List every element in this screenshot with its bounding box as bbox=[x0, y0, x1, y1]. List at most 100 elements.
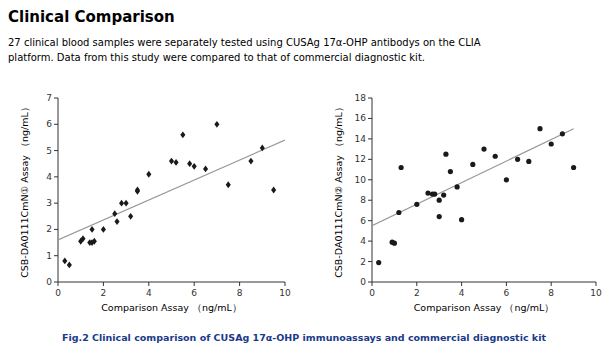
y-tick-label: 6 bbox=[46, 119, 52, 129]
point bbox=[114, 218, 119, 225]
x-tick bbox=[506, 282, 507, 286]
y-tick-label: 2 bbox=[46, 224, 52, 234]
y-tick-label: 10 bbox=[355, 175, 367, 185]
x-tick-label: 8 bbox=[237, 288, 243, 298]
y-tick bbox=[54, 282, 58, 283]
y-tick-label: 1 bbox=[46, 251, 52, 261]
x-tick-label: 6 bbox=[191, 288, 197, 298]
y-tick bbox=[54, 229, 58, 230]
point bbox=[470, 162, 475, 167]
x-tick bbox=[551, 282, 552, 286]
background bbox=[0, 0, 608, 350]
y-tick bbox=[368, 118, 372, 119]
point bbox=[437, 214, 442, 219]
y-tick-label: 2 bbox=[360, 257, 366, 267]
point bbox=[481, 147, 486, 152]
x-tick bbox=[148, 282, 149, 286]
y-tick-label: 0 bbox=[360, 277, 366, 287]
x-tick-label: 6 bbox=[504, 288, 510, 298]
point bbox=[443, 152, 448, 157]
y-tick-label: 14 bbox=[355, 134, 367, 144]
x-tick bbox=[372, 282, 373, 286]
marks bbox=[372, 126, 576, 265]
point bbox=[271, 187, 276, 194]
point bbox=[260, 145, 265, 152]
point bbox=[414, 202, 419, 207]
point bbox=[248, 158, 253, 165]
description-line: 27 clinical blood samples were separatel… bbox=[8, 37, 481, 48]
y-tick bbox=[368, 241, 372, 242]
x-tick bbox=[285, 282, 286, 286]
y-tick bbox=[368, 282, 372, 283]
y-axis-label: CSB-DA0111CmN② Assay （ng/mL） bbox=[333, 102, 344, 278]
y-tick-label: 0 bbox=[46, 277, 52, 287]
x-tick bbox=[103, 282, 104, 286]
fit-line bbox=[58, 140, 285, 240]
x-tick-label: 2 bbox=[414, 288, 420, 298]
y-tick-label: 4 bbox=[46, 172, 52, 182]
y-tick-label: 7 bbox=[46, 93, 52, 103]
point bbox=[376, 260, 381, 265]
point bbox=[441, 193, 446, 198]
point bbox=[135, 187, 140, 194]
point bbox=[62, 258, 67, 265]
point bbox=[67, 262, 72, 269]
y-tick bbox=[54, 150, 58, 151]
y-tick-label: 5 bbox=[46, 146, 52, 156]
point bbox=[392, 241, 397, 246]
x-tick-label: 10 bbox=[279, 288, 291, 298]
point bbox=[432, 191, 437, 196]
point bbox=[169, 158, 174, 165]
y-tick-label: 3 bbox=[46, 198, 52, 208]
x-tick bbox=[239, 282, 240, 286]
x-axis bbox=[58, 282, 285, 283]
x-tick-label: 4 bbox=[146, 288, 152, 298]
figure: Clinical Comparison27 clinical blood sam… bbox=[0, 0, 608, 350]
x-tick bbox=[461, 282, 462, 286]
point bbox=[560, 131, 565, 136]
y-tick bbox=[54, 203, 58, 204]
x-axis-label: Comparison Assay （ng/mL） bbox=[414, 302, 555, 313]
x-tick-label: 0 bbox=[369, 288, 375, 298]
y-tick-label: 8 bbox=[360, 195, 366, 205]
point bbox=[448, 169, 453, 174]
description: 27 clinical blood samples were separatel… bbox=[8, 37, 481, 63]
y-tick bbox=[54, 255, 58, 256]
point bbox=[203, 166, 208, 173]
y-tick bbox=[368, 200, 372, 201]
y-tick-label: 12 bbox=[355, 154, 366, 164]
y-tick bbox=[368, 261, 372, 262]
y-tick bbox=[54, 176, 58, 177]
point bbox=[119, 200, 124, 207]
x-tick-label: 8 bbox=[548, 288, 554, 298]
point bbox=[90, 226, 95, 233]
point bbox=[399, 165, 404, 170]
point bbox=[124, 200, 129, 207]
point bbox=[504, 177, 509, 182]
point bbox=[192, 163, 197, 170]
y-tick-label: 4 bbox=[360, 236, 366, 246]
x-tick-label: 10 bbox=[590, 288, 602, 298]
point bbox=[459, 217, 464, 222]
caption: Fig.2 Clinical comparison of CUSAg 17α-O… bbox=[62, 332, 546, 343]
description-line: platform. Data from this study were comp… bbox=[8, 52, 425, 63]
x-tick bbox=[416, 282, 417, 286]
point bbox=[455, 184, 460, 189]
point bbox=[425, 190, 430, 195]
y-tick bbox=[368, 159, 372, 160]
y-tick bbox=[368, 179, 372, 180]
point bbox=[101, 226, 106, 233]
point bbox=[214, 121, 219, 128]
point bbox=[80, 235, 85, 242]
x-tick bbox=[194, 282, 195, 286]
plot: 024681001234567Comparison Assay （ng/mL）C… bbox=[19, 93, 291, 313]
point bbox=[187, 160, 192, 167]
point bbox=[128, 213, 133, 220]
point bbox=[180, 131, 185, 138]
point bbox=[437, 198, 442, 203]
plot: 0246810024681012141618Comparison Assay （… bbox=[333, 93, 602, 313]
y-axis-label: CSB-DA0111CmN① Assay （ng/mL） bbox=[19, 102, 30, 278]
point bbox=[146, 171, 151, 178]
marks bbox=[58, 121, 285, 268]
y-tick bbox=[368, 138, 372, 139]
